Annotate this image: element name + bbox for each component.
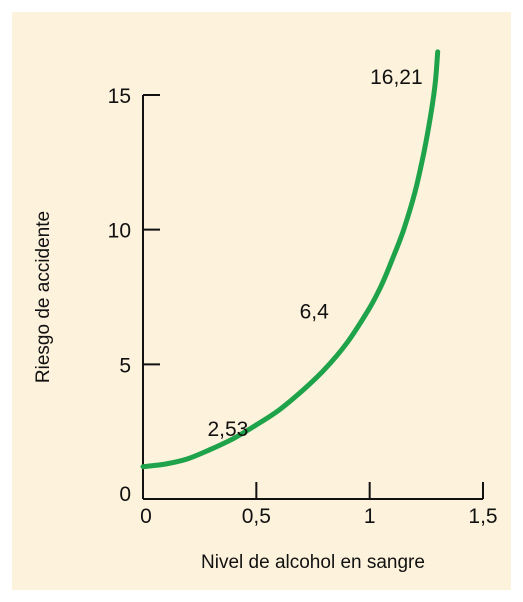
x-axis-title: Nivel de alcohol en sangre	[201, 552, 425, 573]
y-axis-title: Riesgo de accidente	[33, 211, 54, 383]
data-labels: 2,53 6,4 16,21	[207, 66, 422, 441]
x-tick-label: 0,5	[242, 505, 271, 528]
chart-panel: 0 0,5 1 1,5 0 5 10 15 2,53 6,4 16,21 Nivel de al…	[12, 12, 511, 590]
x-tick-label: 0	[140, 505, 152, 528]
x-axis-ticks: 0 0,5 1 1,5	[140, 482, 498, 528]
axes: 0 0,5 1 1,5 0 5 10 15	[108, 85, 498, 528]
data-label: 16,21	[370, 66, 423, 89]
y-tick-label: 10	[108, 220, 131, 243]
data-label: 2,53	[207, 418, 248, 441]
x-tick-label: 1,5	[468, 505, 497, 528]
series-layer	[140, 49, 441, 470]
data-label: 6,4	[300, 301, 330, 324]
y-tick-label: 5	[119, 354, 131, 377]
x-tick-label: 1	[364, 505, 376, 528]
risk-curve-line	[140, 49, 441, 470]
risk-curve-chart: 0 0,5 1 1,5 0 5 10 15 2,53 6,4 16,21 Nivel de al…	[33, 49, 498, 573]
y-tick-label: 0	[119, 483, 131, 506]
y-tick-label: 15	[108, 85, 131, 108]
y-axis-ticks: 0 5 10 15	[108, 85, 160, 506]
